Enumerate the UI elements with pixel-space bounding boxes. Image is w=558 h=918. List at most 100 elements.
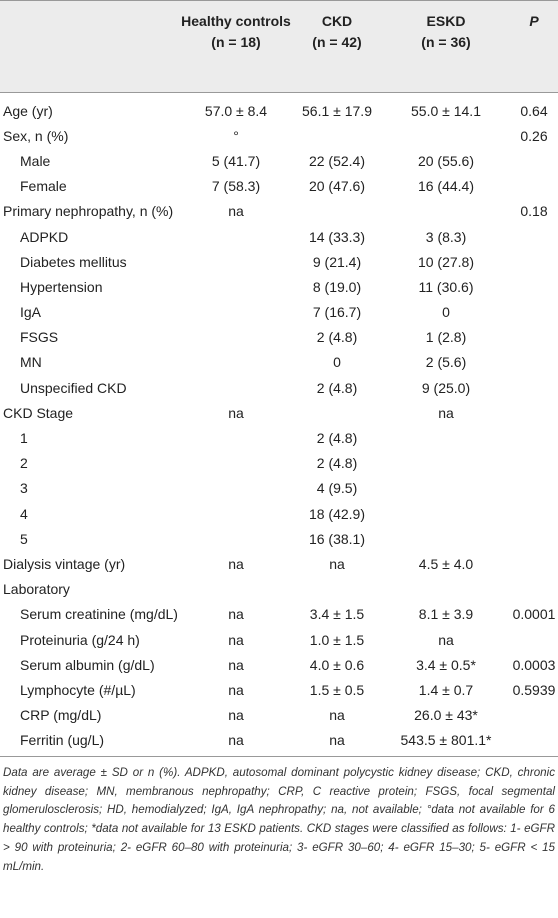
table-row: Diabetes mellitus 9 (21.4) 10 (27.8) <box>0 249 558 274</box>
table-row: Serum creatinine (mg/dL) na 3.4 ± 1.5 8.1 ±… <box>0 602 558 627</box>
table-cell <box>180 249 292 274</box>
table-cell: 1 (2.8) <box>425 329 467 346</box>
table-cell: 5 (41.7) <box>211 152 261 169</box>
table-cell <box>180 476 292 501</box>
table-row: FSGS 2 (4.8) 1 (2.8) <box>0 325 558 350</box>
row-label: CKD Stage <box>3 404 74 421</box>
table-cell <box>510 451 558 476</box>
table-cell: na <box>228 606 244 623</box>
row-label: Ferritin (ug/L) <box>0 727 180 757</box>
row-label: IgA <box>20 304 42 321</box>
table-row: Female 7 (58.3) 20 (47.6) 16 (44.4) <box>0 174 558 199</box>
row-label: 5 <box>20 530 28 547</box>
table-cell: 8.1 ± 3.9 <box>418 606 474 623</box>
header-row: Healthy controls (n = 18) CKD (n = 42) ESK… <box>0 0 558 93</box>
row-label: 3 <box>20 480 28 497</box>
table-cell: 0.5939 <box>512 681 556 698</box>
row-label: 1 <box>20 430 28 447</box>
table-header: Healthy controls (n = 18) CKD (n = 42) ESK… <box>0 0 558 93</box>
table-row: 1 2 (4.8) <box>0 425 558 450</box>
table-cell: na <box>329 707 345 724</box>
row-label: Unspecified CKD <box>20 379 127 396</box>
table-row: CRP (mg/dL) na na 26.0 ± 43* <box>0 703 558 728</box>
table-cell <box>180 300 292 325</box>
table-cell: na <box>180 727 292 757</box>
row-label: Lymphocyte (#/µL) <box>20 681 136 698</box>
table-cell: 57.0 ± 8.4 <box>204 102 268 119</box>
table-row: Unspecified CKD 2 (4.8) 9 (25.0) <box>0 375 558 400</box>
table-cell <box>180 501 292 526</box>
table-cell: 7 (16.7) <box>312 304 362 321</box>
table-row: Hypertension 8 (19.0) 11 (30.6) <box>0 274 558 299</box>
table-cell: 1.4 ± 0.7 <box>418 681 474 698</box>
table-cell: 2 (4.8) <box>316 379 358 396</box>
table-cell <box>180 425 292 450</box>
table-cell: na <box>228 656 244 673</box>
column-name: P <box>529 13 539 29</box>
table-cell <box>382 123 510 148</box>
table-cell: 20 (55.6) <box>417 152 475 169</box>
table-cell: 26.0 ± 43* <box>414 707 478 724</box>
table-cell <box>510 501 558 526</box>
row-label: Sex, n (%) <box>3 127 69 144</box>
row-label: FSGS <box>20 329 59 346</box>
table-row: 2 2 (4.8) <box>0 451 558 476</box>
column-n: (n = 42) <box>312 34 362 50</box>
table-cell <box>510 300 558 325</box>
table-cell: 0.64 <box>520 102 548 119</box>
table-cell: 2 (4.8) <box>316 455 358 472</box>
column-name: Healthy controls <box>181 13 291 29</box>
table-cell <box>510 274 558 299</box>
header-cell: P <box>510 0 558 93</box>
table-cell <box>180 451 292 476</box>
table-row: Laboratory <box>0 577 558 602</box>
table-cell <box>292 400 382 425</box>
table-cell <box>510 224 558 249</box>
column-name: CKD <box>321 13 353 29</box>
table-cell: na <box>329 555 345 572</box>
table-row: Serum albumin (g/dL) na 4.0 ± 0.6 3.4 ± 0.5… <box>0 652 558 677</box>
row-label: 4 <box>20 505 28 522</box>
table-cell <box>510 350 558 375</box>
header-cell <box>0 0 180 93</box>
table-cell <box>292 123 382 148</box>
header-cell: Healthy controls (n = 18) <box>180 0 292 93</box>
table-cell <box>382 476 510 501</box>
table-cell: 0.0001 <box>512 606 556 623</box>
table-cell: 3 (8.3) <box>425 228 467 245</box>
row-label: CRP (mg/dL) <box>20 707 102 724</box>
table-cell: 10 (27.8) <box>417 253 475 270</box>
table-cell <box>510 249 558 274</box>
table-cell <box>180 274 292 299</box>
table-cell <box>292 199 382 224</box>
table-cell <box>510 703 558 728</box>
table-cell: 2 (5.6) <box>425 354 467 371</box>
table-cell <box>382 577 510 602</box>
table-cell: 1.5 ± 0.5 <box>309 681 365 698</box>
table-row: Ferritin (ug/L) na na 543.5 ± 801.1* <box>0 727 558 757</box>
row-label: MN <box>20 354 42 371</box>
table-cell: na <box>438 404 454 421</box>
table-cell: 9 (25.0) <box>421 379 471 396</box>
row-label: Laboratory <box>3 581 70 598</box>
table-cell: na <box>228 203 244 220</box>
table-cell <box>510 325 558 350</box>
table-cell: 2 (4.8) <box>316 430 358 447</box>
table-cell: 4.0 ± 0.6 <box>309 656 365 673</box>
table-cell: 55.0 ± 14.1 <box>411 102 481 119</box>
table-cell: 1.0 ± 1.5 <box>309 631 365 648</box>
table-cell: 3.4 ± 0.5* <box>416 656 476 673</box>
table-cell: 8 (19.0) <box>312 278 362 295</box>
row-label: Serum albumin (g/dL) <box>20 656 155 673</box>
table-cell: 16 (44.4) <box>417 178 475 195</box>
table-cell: 7 (58.3) <box>211 178 261 195</box>
table-cell: ° <box>233 127 239 144</box>
table-cell: 0.18 <box>520 203 548 220</box>
table-cell: 0.0003 <box>512 656 556 673</box>
table-row: Age (yr) 57.0 ± 8.4 56.1 ± 17.9 55.0 ± 14.1… <box>0 93 558 124</box>
table-cell: na <box>438 631 454 648</box>
table: Healthy controls (n = 18) CKD (n = 42) ESK… <box>0 0 558 757</box>
table-cell: 543.5 ± 801.1* <box>382 727 510 757</box>
table-cell: 9 (21.4) <box>312 253 362 270</box>
